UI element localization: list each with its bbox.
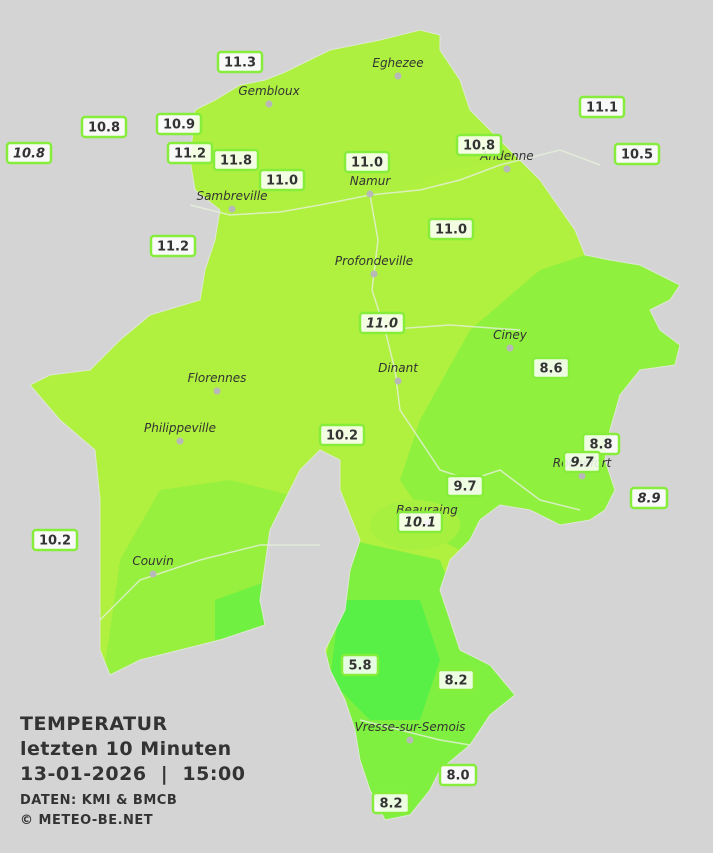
station-box bbox=[371, 791, 411, 815]
city-label: Eghezee bbox=[372, 56, 423, 70]
city-label: Dinant bbox=[378, 361, 419, 375]
city-label: Namur bbox=[350, 174, 392, 188]
station-box bbox=[629, 486, 669, 510]
station-box bbox=[578, 95, 626, 119]
legend-datetime: 13-01-2026 | 15:00 bbox=[20, 763, 245, 785]
station-value: 11.0 bbox=[351, 156, 383, 171]
station-value: 11.1 bbox=[586, 101, 618, 116]
station-value: 10.8 bbox=[88, 121, 120, 136]
station-value: 11.3 bbox=[224, 56, 256, 71]
city-dot bbox=[370, 270, 378, 278]
station-value: 10.8 bbox=[463, 139, 495, 154]
rivers bbox=[99, 149, 601, 746]
station-value: 8.2 bbox=[379, 797, 402, 812]
station-value: 10.9 bbox=[163, 118, 195, 133]
city-dot bbox=[176, 437, 184, 445]
station-value: 10.2 bbox=[39, 534, 71, 549]
city-dot bbox=[149, 570, 157, 578]
station-box bbox=[5, 141, 53, 165]
city-label: Philippeville bbox=[144, 421, 216, 435]
station-value: 11.2 bbox=[157, 240, 189, 255]
station-value: 8.0 bbox=[446, 769, 469, 784]
station-box bbox=[436, 668, 476, 692]
station-box bbox=[340, 653, 380, 677]
station-box bbox=[613, 142, 661, 166]
station-box bbox=[562, 450, 602, 474]
station-box bbox=[216, 50, 264, 74]
city-dot bbox=[503, 165, 511, 173]
city-dot bbox=[406, 736, 414, 744]
legend-copyright: © METEO-BE.NET bbox=[20, 813, 153, 828]
station-box bbox=[531, 356, 571, 380]
station-box bbox=[396, 510, 444, 534]
city-dot bbox=[578, 472, 586, 480]
station-box bbox=[318, 423, 366, 447]
station-value: 11.0 bbox=[266, 174, 298, 189]
city-label: Profondeville bbox=[335, 254, 413, 268]
legend-source: DATEN: KMI & BMCB bbox=[20, 793, 177, 808]
station-value: 11.0 bbox=[366, 317, 398, 332]
city-dot bbox=[506, 344, 514, 352]
station-box bbox=[155, 112, 203, 136]
city-dot bbox=[394, 72, 402, 80]
station-box bbox=[455, 133, 503, 157]
station-box bbox=[427, 217, 475, 241]
station-value: 8.2 bbox=[444, 674, 467, 689]
city-dot bbox=[228, 205, 236, 213]
station-box bbox=[166, 141, 214, 165]
station-box bbox=[31, 528, 79, 552]
station-box bbox=[212, 148, 260, 172]
legend-subtitle: letzten 10 Minuten bbox=[20, 738, 232, 760]
city-label: Vresse-sur-Semois bbox=[355, 720, 466, 734]
station-value: 9.7 bbox=[570, 456, 594, 471]
station-value: 8.8 bbox=[589, 438, 612, 453]
city-dot bbox=[265, 100, 273, 108]
city-label: Ciney bbox=[493, 328, 528, 342]
station-value: 9.7 bbox=[453, 480, 476, 495]
city-label: Gembloux bbox=[238, 84, 300, 98]
city-dot bbox=[366, 190, 374, 198]
station-value: 10.1 bbox=[404, 516, 436, 531]
station-box bbox=[80, 115, 128, 139]
station-box bbox=[149, 234, 197, 258]
station-box bbox=[358, 311, 406, 335]
city-label: Florennes bbox=[188, 371, 247, 385]
station-value: 11.0 bbox=[435, 223, 467, 238]
station-value: 10.8 bbox=[13, 147, 45, 162]
station-box bbox=[258, 168, 306, 192]
station-value: 8.9 bbox=[637, 492, 660, 507]
city-dot bbox=[394, 377, 402, 385]
station-value: 11.2 bbox=[174, 147, 206, 162]
cities: EghezeeGemblouxAndenneNamurSambrevillePr… bbox=[132, 56, 613, 744]
station-value: 11.8 bbox=[220, 154, 252, 169]
station-box bbox=[445, 474, 485, 498]
city-label: Sambreville bbox=[196, 189, 267, 203]
station-value: 5.8 bbox=[348, 659, 371, 674]
station-value: 10.2 bbox=[326, 429, 358, 444]
station-value: 10.5 bbox=[621, 148, 653, 163]
station-box bbox=[343, 150, 391, 174]
legend-title: TEMPERATUR bbox=[20, 713, 168, 735]
station-box bbox=[438, 763, 478, 787]
stations: 11.3 10.8 10.9 10.8 11.2 11.8 11.0 11.0 10.8 11.1… bbox=[5, 50, 669, 815]
station-value: 8.6 bbox=[539, 362, 562, 377]
city-dot bbox=[213, 387, 221, 395]
city-label: Couvin bbox=[132, 554, 173, 568]
